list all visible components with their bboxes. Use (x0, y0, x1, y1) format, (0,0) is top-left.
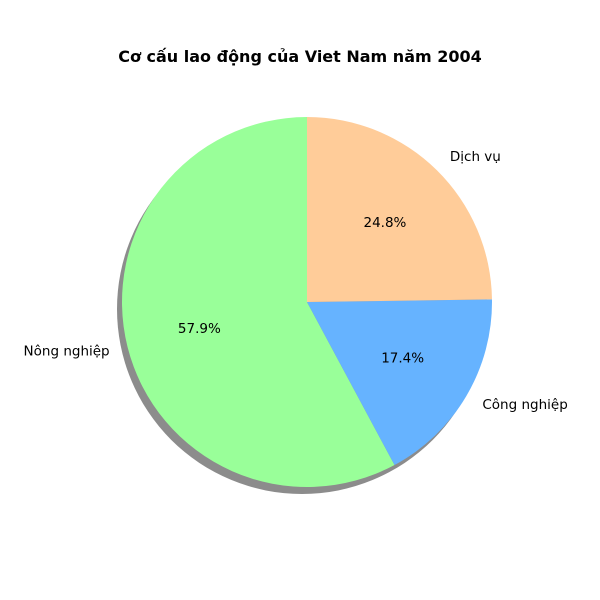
pie-labels-layer: 57.9% Nông nghiệp 17.4% Công nghiệp 24.8% Dịc… (24, 149, 568, 413)
pie-pct-label-nong-nghiep: 57.9% (178, 321, 221, 337)
pie-slice-cong-nghiep (307, 299, 492, 465)
pie-slice-nong-nghiep (121, 117, 395, 488)
pie-pct-label-cong-nghiep: 17.4% (381, 350, 424, 366)
chart-title: Cơ cấu lao động của Viet Nam năm 2004 (118, 47, 482, 66)
pie-pct-label-dich-vu: 24.8% (363, 215, 406, 231)
pie-slice-dich-vu (307, 117, 492, 302)
pie-slices-layer (121, 117, 492, 488)
pie-slice-label-dich-vu: Dịch vụ (450, 149, 501, 165)
pie-slice-label-cong-nghiep: Công nghiệp (482, 397, 567, 413)
pie-slice-label-nong-nghiep: Nông nghiệp (24, 344, 110, 360)
